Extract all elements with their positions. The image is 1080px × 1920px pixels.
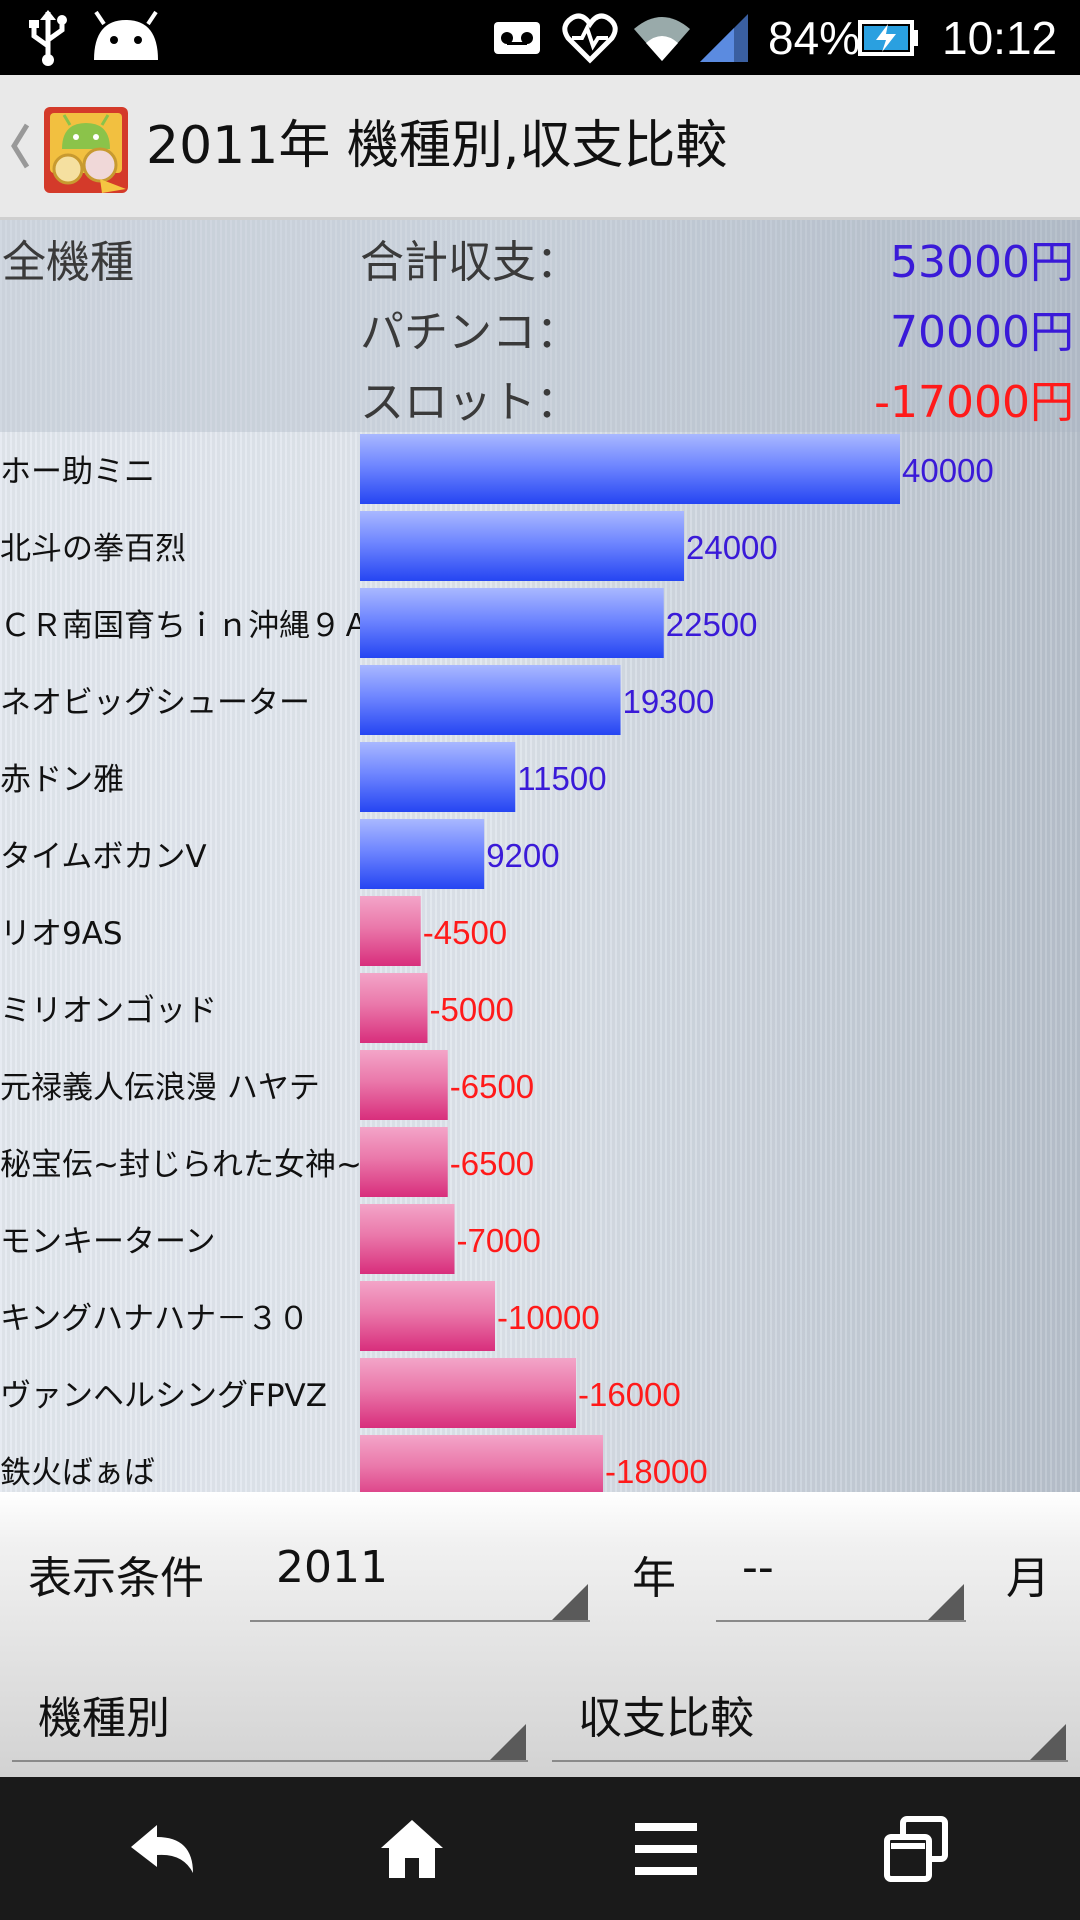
back-icon [131,1824,193,1873]
chart-category-label: リオ9AS [0,916,123,952]
chart-value-label: -6500 [450,1068,534,1105]
heart-monitor-icon [562,0,618,75]
year-spinner-value: 2011 [276,1542,388,1593]
summary-pachinko-value: 70000円 [890,307,1074,358]
chart-bar [360,742,516,812]
conditions-label: 表示条件 [28,1553,204,1604]
group-spinner-value: 機種別 [38,1693,170,1744]
year-spinner-arrow-icon [552,1584,588,1620]
chart-value-label: -5000 [430,991,514,1028]
chart-bar [360,1204,455,1274]
chart-category-label: タイムボカンV [0,839,207,875]
chart-category-label: 北斗の拳百烈 [0,531,186,567]
month-spinner-underline [716,1620,966,1622]
battery-text: 84% [768,11,861,64]
chart-value-label: 24000 [686,529,778,566]
chart-value-label: -18000 [605,1453,708,1490]
summary-total-value: 53000円 [890,237,1074,288]
year-spinner[interactable]: 2011 [250,1512,590,1622]
month-spinner-value: -- [742,1542,774,1593]
chart-value-label: 19300 [623,683,715,720]
chart-value-label: -4500 [423,914,507,951]
chart-value-label: -6500 [450,1145,534,1182]
chart-category-label: モンキーターン [0,1224,215,1260]
chart-category-label: 元禄義人伝浪漫 ハヤテ [0,1070,320,1106]
mode-spinner-underline [552,1760,1068,1762]
chart-bar [360,1281,495,1351]
chart-category-label: ネオビッグシューター [0,685,310,721]
chart-value-label: -10000 [497,1299,600,1336]
chart-bar [360,511,684,581]
android-debug-icon [88,0,164,75]
menu-button[interactable] [606,1777,726,1920]
up-navigation[interactable] [0,75,140,217]
chart-bar [360,1435,603,1492]
chart-bar [360,973,428,1043]
chart-value-label: 40000 [902,452,994,489]
app-header: 2011年 機種別,収支比較 [0,75,1080,220]
summary-slot-value: -17000円 [874,377,1074,428]
mode-spinner-arrow-icon [1030,1724,1066,1760]
mode-spinner-value: 収支比較 [578,1693,754,1744]
group-spinner[interactable]: 機種別 [12,1652,528,1762]
year-spinner-underline [250,1620,590,1622]
group-spinner-arrow-icon [490,1724,526,1760]
chart-value-label: 11500 [517,760,606,797]
group-spinner-underline [12,1760,528,1762]
chart-category-label: 鉄火ばぁば [0,1455,155,1491]
chart-bar [360,896,421,966]
signal-icon [698,0,750,75]
chart-bar [360,819,485,889]
bar-chart: ホー助ミニ 40000 北斗の拳百烈 24000 ＣＲ南国育ちｉｎ沖縄９ＡＷ 22500 ネ… [0,434,994,1492]
chart-bar [360,665,621,735]
summary-panel: 全機種 合計収支： 53000円 パチンコ： 70000円 スロット： -170… [0,220,1080,432]
chevron-left-icon [11,123,30,169]
conditions-panel: 表示条件 2011 年 -- 月 機種別 収支比較 [0,1492,1080,1777]
chart-category-label: キングハナハナ－３０ [0,1301,309,1337]
chart-bar [360,588,664,658]
chart-value-label: -16000 [578,1376,681,1413]
month-unit-label: 月 [1006,1553,1050,1604]
year-unit-label: 年 [632,1553,676,1604]
month-spinner[interactable]: -- [716,1512,966,1622]
chart-bar [360,1127,448,1197]
voicemail-icon [492,0,542,75]
status-bar: 84% 10:12 [0,0,1080,75]
summary-total-label: 合計収支： [360,237,580,288]
status-time: 10:12 [942,11,1058,64]
chart-category-label: ヴァンヘルシングFPVZ [0,1378,327,1414]
recent-apps-icon [884,1815,948,1882]
summary-slot-label: スロット： [360,377,580,428]
wifi-icon [632,0,692,75]
page-title: 2011年 機種別,収支比較 [146,116,728,176]
battery-charging-icon [858,0,920,75]
home-icon [381,1819,443,1878]
chart-category-label: ＣＲ南国育ちｉｎ沖縄９ＡＷ [0,608,403,644]
chart-category-label: 赤ドン雅 [0,762,124,798]
chart-category-label: ミリオンゴッド [0,993,217,1029]
recent-apps-button[interactable] [856,1777,976,1920]
chart-value-label: 9200 [486,837,559,874]
chart-bar [360,1050,448,1120]
menu-icon [635,1822,697,1875]
app-logo-icon [44,107,128,193]
summary-pachinko-label: パチンコ： [360,307,580,358]
mode-spinner[interactable]: 収支比較 [552,1652,1068,1762]
back-button[interactable] [102,1777,222,1920]
chart-bar [360,434,900,504]
chart-area[interactable]: 全機種 合計収支： 53000円 パチンコ： 70000円 スロット： -170… [0,220,1080,1492]
navigation-bar [0,1777,1080,1920]
chart-value-label: -7000 [457,1222,541,1259]
chart-value-label: 22500 [666,606,758,643]
month-spinner-arrow-icon [928,1584,964,1620]
home-button[interactable] [352,1777,472,1920]
summary-category: 全機種 [2,237,134,288]
chart-bar [360,1358,576,1428]
chart-category-label: 秘宝伝~封じられた女神~ [0,1147,362,1183]
usb-icon [28,0,68,75]
chart-category-label: ホー助ミニ [0,454,155,490]
